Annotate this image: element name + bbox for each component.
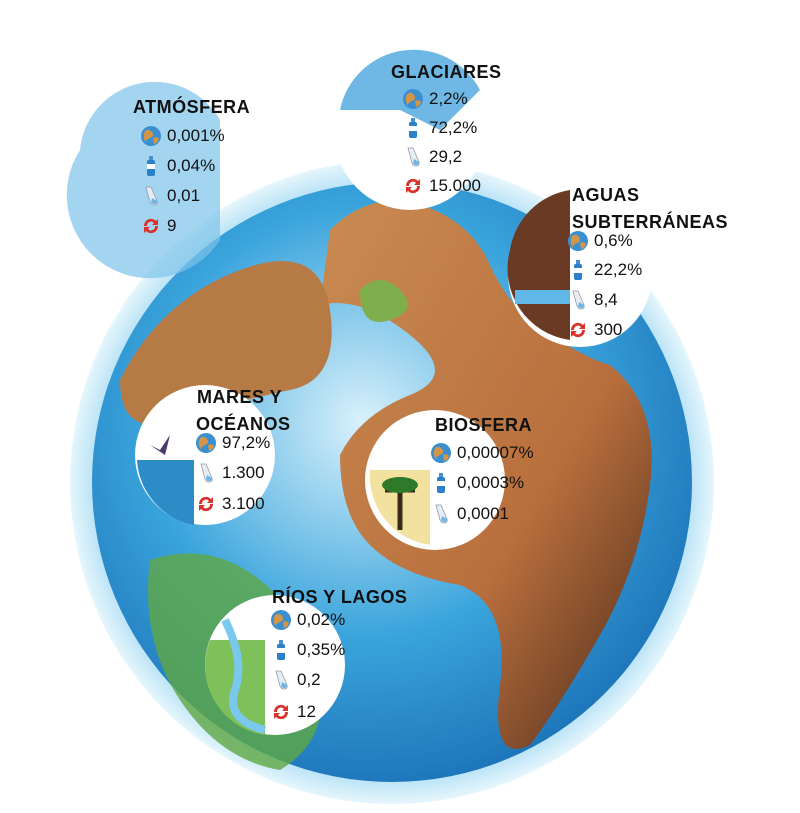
cycle-icon (270, 701, 292, 723)
value-text: 8,4 (594, 290, 618, 309)
value: 0,00007% (430, 440, 534, 466)
value-text: 0,2 (297, 670, 321, 689)
value: 12 (270, 699, 316, 725)
value: 0,2 (270, 667, 321, 693)
bottle-icon (270, 639, 292, 661)
value: 0,01 (140, 183, 200, 209)
globe-icon (140, 125, 162, 147)
value-text: 0,0003% (457, 473, 525, 492)
value: 72,2% (402, 115, 477, 141)
value-text: 12 (297, 702, 316, 721)
value: 15.000 (402, 173, 481, 199)
tube-icon (430, 503, 452, 525)
value-text: 2,2% (429, 89, 468, 108)
globe-icon (195, 432, 217, 454)
tube-icon (567, 289, 589, 311)
value: 22,2% (567, 257, 642, 283)
value-text: 0,00007% (457, 443, 534, 462)
value: 97,2% (195, 430, 270, 456)
title: GLACIARES (391, 62, 502, 82)
title: RÍOS Y LAGOS (272, 587, 408, 607)
bottle-icon (430, 472, 452, 494)
value: 1.300 (195, 460, 265, 486)
value-text: 97,2% (222, 433, 271, 452)
bottle-icon (140, 155, 162, 177)
cycle-icon (567, 319, 589, 341)
value-text: 9 (167, 216, 177, 235)
title: ATMÓSFERA (133, 97, 251, 117)
value-text: 300 (594, 320, 623, 339)
bottle-icon (402, 117, 424, 139)
value-text: 1.300 (222, 463, 265, 482)
title: OCÉANOS (196, 414, 291, 434)
value: 300 (567, 317, 622, 343)
globe-icon (402, 88, 424, 110)
value-text: 0,6% (594, 231, 633, 250)
value: 8,4 (567, 287, 618, 313)
value-text: 15.000 (429, 176, 481, 195)
title: AGUAS (572, 185, 640, 205)
cycle-icon (402, 175, 424, 197)
value: 0,04% (140, 153, 215, 179)
cycle-icon (140, 215, 162, 237)
value: 0,0003% (430, 470, 524, 496)
value-text: 0,02% (297, 610, 346, 629)
value: 0,35% (270, 637, 345, 663)
globe-icon (567, 230, 589, 252)
value: 0,6% (567, 228, 633, 254)
value: 0,001% (140, 123, 225, 149)
title: SUBTERRÁNEAS (572, 212, 729, 232)
title: MARES Y (197, 387, 283, 407)
value-text: 0,001% (167, 126, 225, 145)
value-text: 29,2 (429, 147, 463, 166)
value: 9 (140, 213, 176, 239)
globe-icon (270, 609, 292, 631)
value-text: 0,01 (167, 186, 201, 205)
value-text: 22,2% (594, 260, 643, 279)
value-text: 72,2% (429, 118, 478, 137)
tube-icon (402, 146, 424, 168)
value: 0,02% (270, 607, 345, 633)
value: 0,0001 (430, 501, 509, 527)
tube-icon (140, 185, 162, 207)
tube-icon (195, 462, 217, 484)
cycle-icon (195, 493, 217, 515)
value-text: 3.100 (222, 494, 265, 513)
value-text: 0,35% (297, 640, 346, 659)
value-text: 0,04% (167, 156, 216, 175)
value: 3.100 (195, 491, 265, 517)
title: BIOSFERA (435, 415, 533, 435)
tube-icon (270, 669, 292, 691)
bottle-icon (567, 259, 589, 281)
value: 2,2% (402, 86, 468, 112)
value-text: 0,0001 (457, 504, 509, 523)
value: 29,2 (402, 144, 462, 170)
globe-icon (430, 442, 452, 464)
